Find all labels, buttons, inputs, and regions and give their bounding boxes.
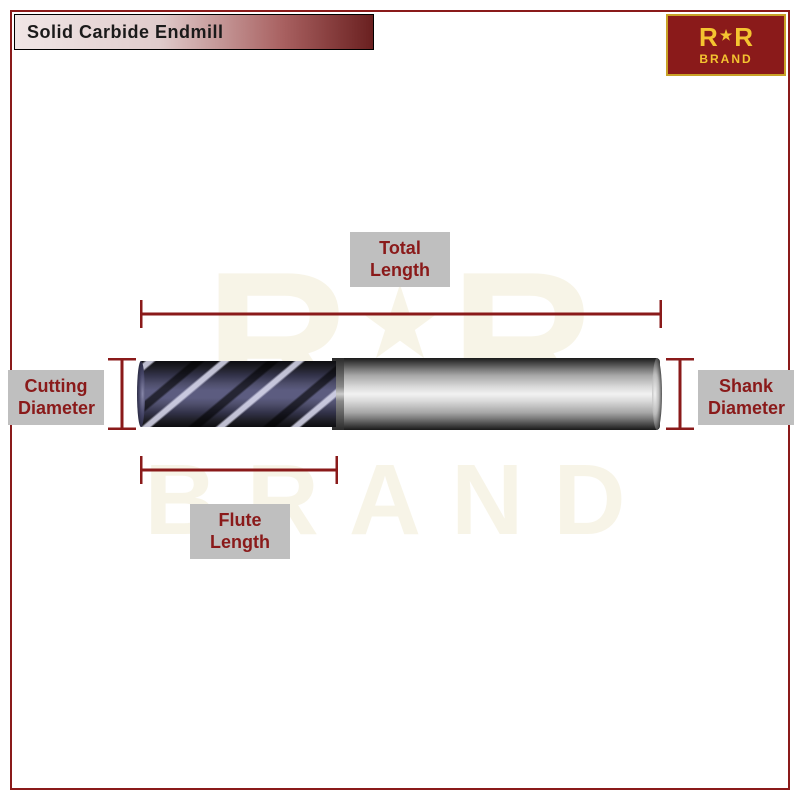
bracket-cutting-diameter — [108, 358, 136, 430]
bracket-total-length — [140, 300, 662, 330]
title-bar: Solid Carbide Endmill — [14, 14, 374, 50]
label-total-length: Total Length — [350, 232, 450, 287]
page-title: Solid Carbide Endmill — [27, 22, 224, 43]
brand-logo-letters: R★R — [699, 24, 753, 50]
endmill-flutes — [140, 361, 336, 427]
endmill-tip — [137, 361, 145, 427]
label-flute-length: Flute Length — [190, 504, 290, 559]
brand-logo-sub: BRAND — [699, 52, 752, 66]
label-shank-diameter: Shank Diameter — [698, 370, 794, 425]
endmill-shank — [340, 358, 660, 430]
bracket-flute-length — [140, 454, 338, 484]
label-cutting-diameter: Cutting Diameter — [8, 370, 104, 425]
bracket-shank-diameter — [666, 358, 694, 430]
endmill-illustration — [140, 358, 660, 430]
brand-logo: R★R BRAND — [666, 14, 786, 76]
